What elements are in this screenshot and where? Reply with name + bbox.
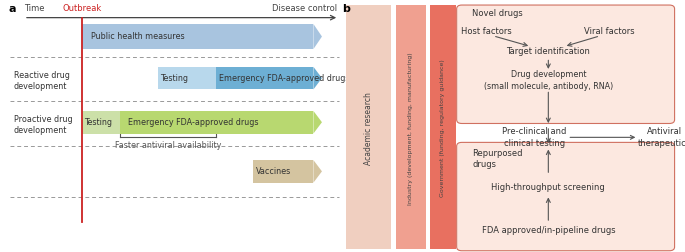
Text: Faster antiviral availability: Faster antiviral availability — [114, 141, 221, 150]
Bar — [82, 111, 120, 134]
Bar — [253, 160, 313, 183]
Polygon shape — [314, 67, 322, 89]
Text: Time: Time — [24, 4, 45, 13]
Text: Target identification: Target identification — [506, 47, 590, 56]
FancyBboxPatch shape — [457, 5, 675, 123]
Text: FDA approved/in-pipeline drugs: FDA approved/in-pipeline drugs — [482, 226, 615, 235]
Text: Testing: Testing — [160, 74, 188, 83]
Text: Viral factors: Viral factors — [584, 27, 634, 36]
Polygon shape — [314, 111, 322, 134]
Text: Emergency FDA-approved drugs: Emergency FDA-approved drugs — [129, 118, 259, 127]
Text: Emergency FDA-approved drugs: Emergency FDA-approved drugs — [219, 74, 349, 83]
Text: b: b — [342, 4, 350, 14]
Text: Public health measures: Public health measures — [90, 32, 184, 41]
Bar — [216, 67, 313, 89]
Polygon shape — [314, 24, 322, 49]
Bar — [396, 5, 425, 249]
Text: Pre-clinical and
clinical testing: Pre-clinical and clinical testing — [502, 127, 566, 148]
Text: a: a — [8, 4, 16, 14]
Text: Proactive drug
development: Proactive drug development — [14, 115, 73, 135]
Text: Outbreak: Outbreak — [62, 4, 102, 13]
Polygon shape — [314, 160, 322, 183]
Text: Repurposed
drugs: Repurposed drugs — [472, 148, 523, 169]
Text: Disease control: Disease control — [272, 4, 337, 13]
Text: Industry (development, funding, manufacturing): Industry (development, funding, manufact… — [408, 52, 413, 205]
Text: Testing: Testing — [84, 118, 112, 127]
FancyBboxPatch shape — [457, 142, 675, 251]
Text: Drug development
(small molecule, antibody, RNA): Drug development (small molecule, antibo… — [484, 70, 613, 91]
Text: Novel drugs: Novel drugs — [472, 9, 523, 18]
Bar — [346, 5, 391, 249]
Bar — [120, 111, 313, 134]
Text: Vaccines: Vaccines — [256, 167, 291, 176]
Text: Reactive drug
development: Reactive drug development — [14, 71, 70, 91]
Bar — [82, 24, 314, 49]
Text: Antiviral
therapeutics: Antiviral therapeutics — [638, 127, 685, 148]
Text: Host factors: Host factors — [461, 27, 512, 36]
Text: Government (funding, regulatory guidance): Government (funding, regulatory guidance… — [440, 60, 445, 197]
Text: Academic research: Academic research — [364, 92, 373, 165]
Bar — [158, 67, 216, 89]
Text: High-throughput screening: High-throughput screening — [491, 183, 606, 192]
Bar — [429, 5, 456, 249]
